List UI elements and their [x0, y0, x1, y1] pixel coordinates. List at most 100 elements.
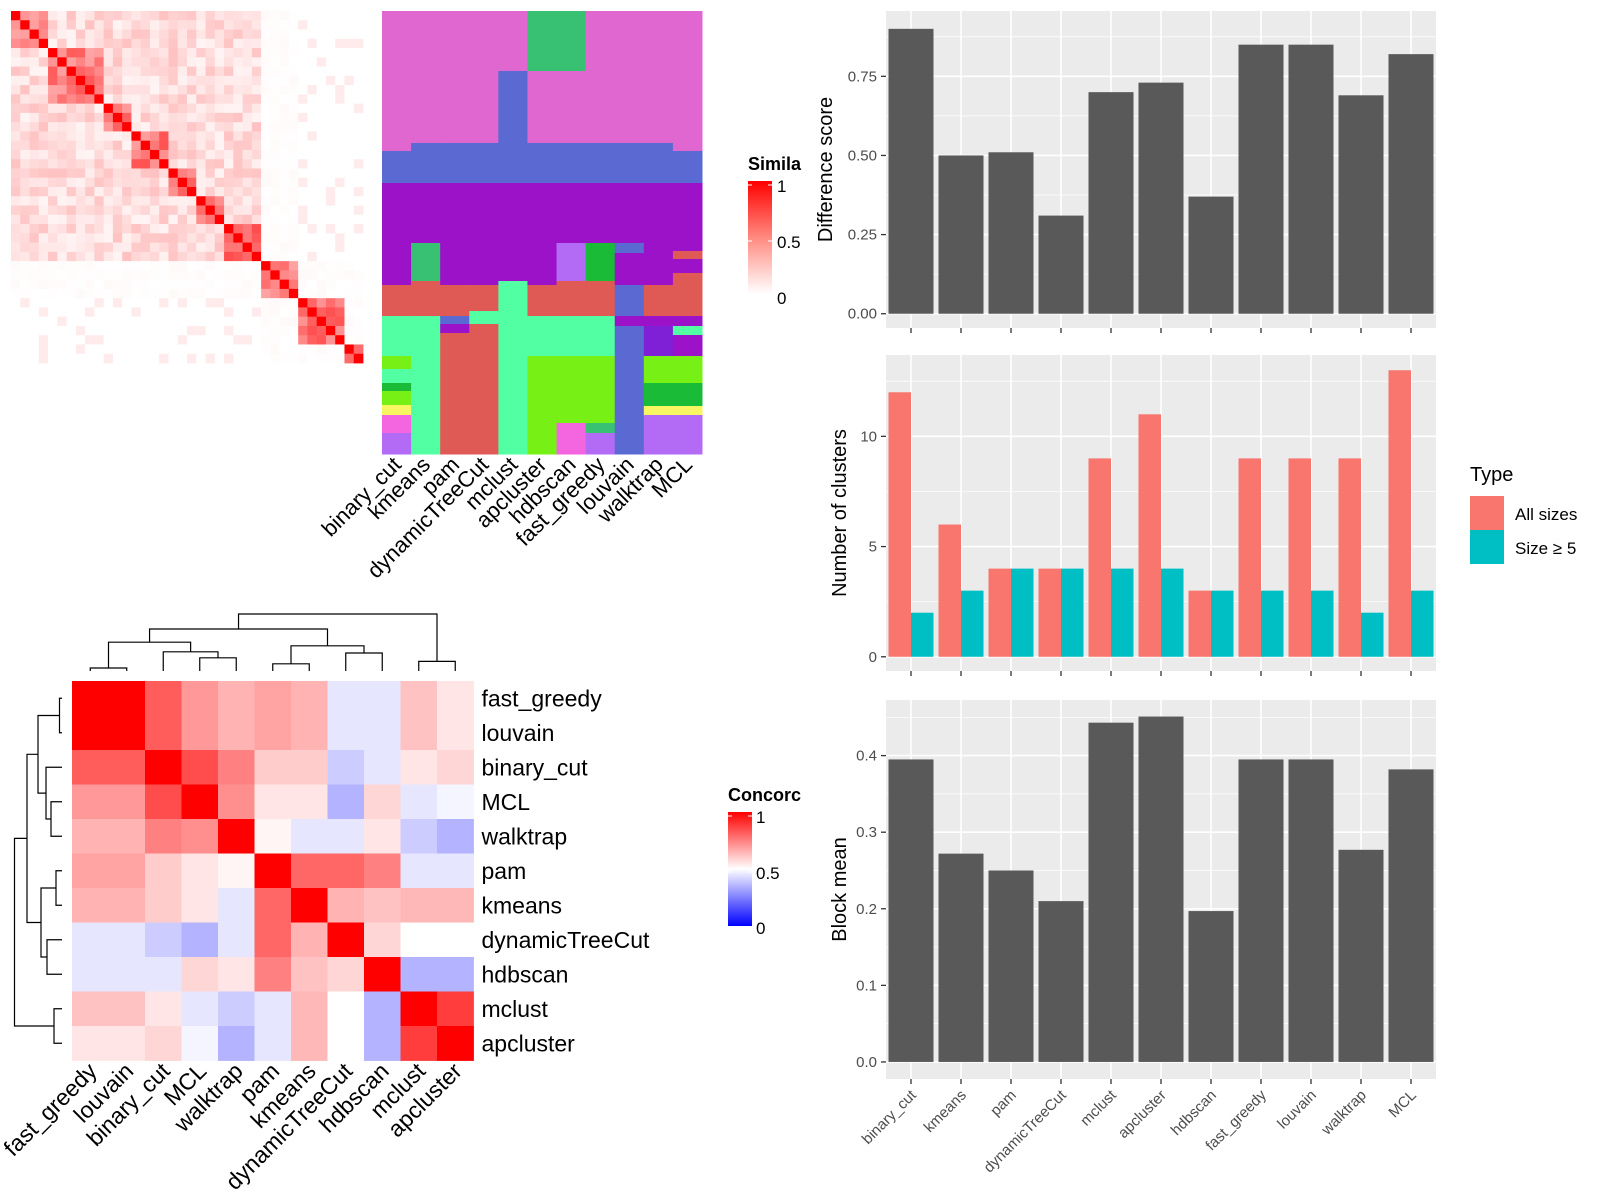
similarity-cell	[325, 131, 336, 142]
similarity-cell	[38, 233, 49, 243]
similarity-cell	[335, 344, 345, 355]
similarity-cell	[261, 38, 271, 49]
similarity-tick-0.5: 0.5	[777, 233, 801, 252]
similarity-cell	[261, 168, 271, 179]
similarity-cell	[261, 298, 271, 308]
similarity-cell	[344, 11, 355, 21]
similarity-cell	[325, 159, 336, 169]
similarity-cell	[140, 112, 151, 123]
similarity-cell	[233, 344, 243, 355]
similarity-cell	[131, 187, 142, 197]
similarity-cell	[11, 187, 21, 197]
similarity-cell	[177, 335, 188, 345]
similarity-cell	[103, 325, 114, 336]
similarity-cell	[233, 103, 243, 114]
similarity-cell	[261, 205, 271, 216]
similarity-cell	[307, 214, 318, 225]
similarity-cell	[48, 353, 58, 364]
cluster-assignment-cell	[498, 11, 528, 72]
similarity-cell	[122, 242, 132, 253]
similarity-cell	[298, 29, 308, 40]
similarity-cell	[224, 66, 234, 77]
bar-all-sizes-apcluster	[1138, 414, 1161, 657]
concordance-cell	[327, 1026, 365, 1061]
similarity-cell	[29, 149, 40, 160]
similarity-cell	[177, 159, 188, 169]
similarity-cell	[316, 94, 327, 105]
legend-swatch-all-sizes	[1470, 496, 1504, 530]
similarity-cell	[251, 325, 262, 336]
similarity-cell	[251, 177, 262, 188]
similarity-cell	[20, 307, 30, 318]
similarity-cell	[344, 38, 355, 49]
similarity-cell	[279, 196, 290, 206]
similarity-cell	[131, 11, 142, 21]
cluster-assignment-heatmap	[382, 11, 703, 455]
similarity-cell	[140, 38, 151, 49]
similarity-cell	[168, 48, 179, 58]
similarity-cell	[187, 122, 197, 132]
similarity-cell	[205, 205, 216, 216]
similarity-cell	[224, 122, 234, 132]
similarity-cell	[38, 353, 49, 364]
similarity-cell	[325, 112, 336, 123]
similarity-cell	[261, 94, 271, 105]
bar-binary_cut	[888, 759, 934, 1062]
similarity-cell	[233, 205, 243, 216]
similarity-cell	[20, 57, 30, 67]
similarity-cell	[353, 335, 364, 345]
similarity-cell	[131, 214, 142, 225]
similarity-cell	[38, 29, 49, 40]
concordance-cell	[364, 715, 401, 751]
similarity-cell	[85, 288, 95, 299]
similarity-cell	[94, 298, 105, 308]
similarity-cell	[214, 140, 225, 151]
similarity-cell	[38, 112, 49, 123]
concordance-cell	[108, 681, 146, 716]
similarity-cell	[48, 149, 58, 160]
similarity-cell	[94, 335, 105, 345]
similarity-cell	[196, 149, 206, 160]
similarity-cell	[187, 196, 197, 206]
similarity-cell	[85, 205, 95, 216]
concordance-cell	[291, 819, 328, 854]
similarity-cell	[48, 270, 58, 281]
concordance-cell	[108, 957, 146, 992]
similarity-cell	[251, 159, 262, 169]
concordance-cell	[145, 715, 182, 751]
similarity-cell	[214, 325, 225, 336]
similarity-cell	[270, 288, 281, 299]
similarity-cell	[38, 187, 49, 197]
similarity-cell	[307, 196, 318, 206]
bar-MCL	[1388, 54, 1434, 314]
similarity-cell	[159, 353, 169, 364]
concordance-cell	[145, 750, 182, 785]
similarity-cell	[353, 168, 364, 179]
concordance-cell	[181, 957, 219, 992]
similarity-cell	[57, 279, 67, 290]
similarity-cell	[224, 29, 234, 40]
similarity-cell	[233, 233, 243, 243]
similarity-cell	[66, 131, 77, 142]
similarity-cell	[187, 75, 197, 86]
similarity-cell	[112, 187, 123, 197]
similarity-cell	[224, 242, 234, 253]
x-tick-label: mclust	[1077, 1086, 1120, 1129]
similarity-cell	[149, 214, 160, 225]
similarity-cell	[205, 168, 216, 179]
similarity-cell	[149, 75, 160, 86]
similarity-cell	[29, 122, 40, 132]
similarity-cell	[307, 261, 318, 271]
similarity-cell	[122, 177, 132, 188]
similarity-cell	[149, 187, 160, 197]
similarity-cell	[196, 187, 206, 197]
similarity-cell	[38, 335, 49, 345]
similarity-cell	[261, 251, 271, 262]
similarity-cell	[177, 66, 188, 77]
cluster-assignment-cell	[556, 243, 587, 282]
bar-MCL	[1388, 769, 1434, 1062]
similarity-cell	[261, 187, 271, 197]
similarity-cell	[187, 20, 197, 30]
similarity-cell	[307, 57, 318, 67]
similarity-cell	[233, 11, 243, 21]
